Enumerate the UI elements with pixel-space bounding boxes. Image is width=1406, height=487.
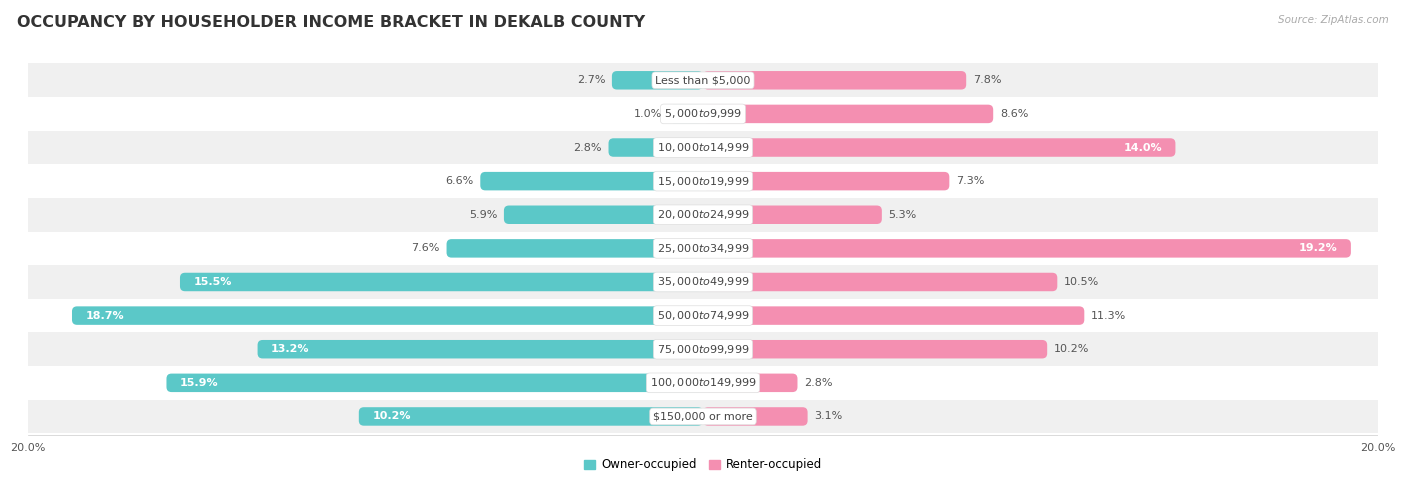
Text: 10.5%: 10.5% (1064, 277, 1099, 287)
Text: 11.3%: 11.3% (1091, 311, 1126, 320)
Text: 7.3%: 7.3% (956, 176, 984, 186)
Bar (28, 299, 1378, 333)
Text: 7.6%: 7.6% (412, 244, 440, 253)
FancyBboxPatch shape (609, 138, 703, 157)
Legend: Owner-occupied, Renter-occupied: Owner-occupied, Renter-occupied (579, 453, 827, 476)
Text: 10.2%: 10.2% (1054, 344, 1090, 354)
Bar (28, 198, 1378, 231)
FancyBboxPatch shape (703, 172, 949, 190)
Text: 5.9%: 5.9% (468, 210, 498, 220)
Text: Less than $5,000: Less than $5,000 (655, 75, 751, 85)
Text: Source: ZipAtlas.com: Source: ZipAtlas.com (1278, 15, 1389, 25)
Bar (28, 164, 1378, 198)
Text: $35,000 to $49,999: $35,000 to $49,999 (657, 276, 749, 288)
FancyBboxPatch shape (703, 239, 1351, 258)
Text: $25,000 to $34,999: $25,000 to $34,999 (657, 242, 749, 255)
FancyBboxPatch shape (669, 105, 703, 123)
FancyBboxPatch shape (359, 407, 703, 426)
FancyBboxPatch shape (703, 306, 1084, 325)
Text: 18.7%: 18.7% (86, 311, 124, 320)
Bar (28, 333, 1378, 366)
Bar (28, 131, 1378, 164)
FancyBboxPatch shape (166, 374, 703, 392)
Text: $15,000 to $19,999: $15,000 to $19,999 (657, 175, 749, 187)
Text: $50,000 to $74,999: $50,000 to $74,999 (657, 309, 749, 322)
FancyBboxPatch shape (481, 172, 703, 190)
Text: 5.3%: 5.3% (889, 210, 917, 220)
FancyBboxPatch shape (447, 239, 703, 258)
Text: 7.8%: 7.8% (973, 75, 1001, 85)
Text: OCCUPANCY BY HOUSEHOLDER INCOME BRACKET IN DEKALB COUNTY: OCCUPANCY BY HOUSEHOLDER INCOME BRACKET … (17, 15, 645, 30)
Text: 2.8%: 2.8% (804, 378, 832, 388)
FancyBboxPatch shape (503, 206, 703, 224)
FancyBboxPatch shape (257, 340, 703, 358)
Text: 13.2%: 13.2% (271, 344, 309, 354)
Text: $10,000 to $14,999: $10,000 to $14,999 (657, 141, 749, 154)
Text: 2.7%: 2.7% (576, 75, 605, 85)
Text: 14.0%: 14.0% (1123, 143, 1161, 152)
Text: 1.0%: 1.0% (634, 109, 662, 119)
Bar (28, 97, 1378, 131)
Bar (28, 63, 1378, 97)
FancyBboxPatch shape (703, 340, 1047, 358)
Text: 2.8%: 2.8% (574, 143, 602, 152)
Text: 3.1%: 3.1% (814, 412, 842, 421)
Text: 15.5%: 15.5% (194, 277, 232, 287)
FancyBboxPatch shape (72, 306, 703, 325)
Text: $150,000 or more: $150,000 or more (654, 412, 752, 421)
Bar (28, 400, 1378, 433)
Bar (28, 265, 1378, 299)
FancyBboxPatch shape (703, 273, 1057, 291)
Bar (28, 231, 1378, 265)
Text: $20,000 to $24,999: $20,000 to $24,999 (657, 208, 749, 221)
Text: $5,000 to $9,999: $5,000 to $9,999 (664, 108, 742, 120)
Text: 8.6%: 8.6% (1000, 109, 1028, 119)
Text: 19.2%: 19.2% (1299, 244, 1337, 253)
FancyBboxPatch shape (703, 374, 797, 392)
Text: 10.2%: 10.2% (373, 412, 411, 421)
FancyBboxPatch shape (703, 138, 1175, 157)
Text: $75,000 to $99,999: $75,000 to $99,999 (657, 343, 749, 356)
FancyBboxPatch shape (703, 206, 882, 224)
FancyBboxPatch shape (612, 71, 703, 90)
Text: 15.9%: 15.9% (180, 378, 218, 388)
FancyBboxPatch shape (180, 273, 703, 291)
FancyBboxPatch shape (703, 71, 966, 90)
Bar (28, 366, 1378, 400)
Text: 6.6%: 6.6% (446, 176, 474, 186)
FancyBboxPatch shape (703, 105, 993, 123)
FancyBboxPatch shape (703, 407, 807, 426)
Text: $100,000 to $149,999: $100,000 to $149,999 (650, 376, 756, 389)
